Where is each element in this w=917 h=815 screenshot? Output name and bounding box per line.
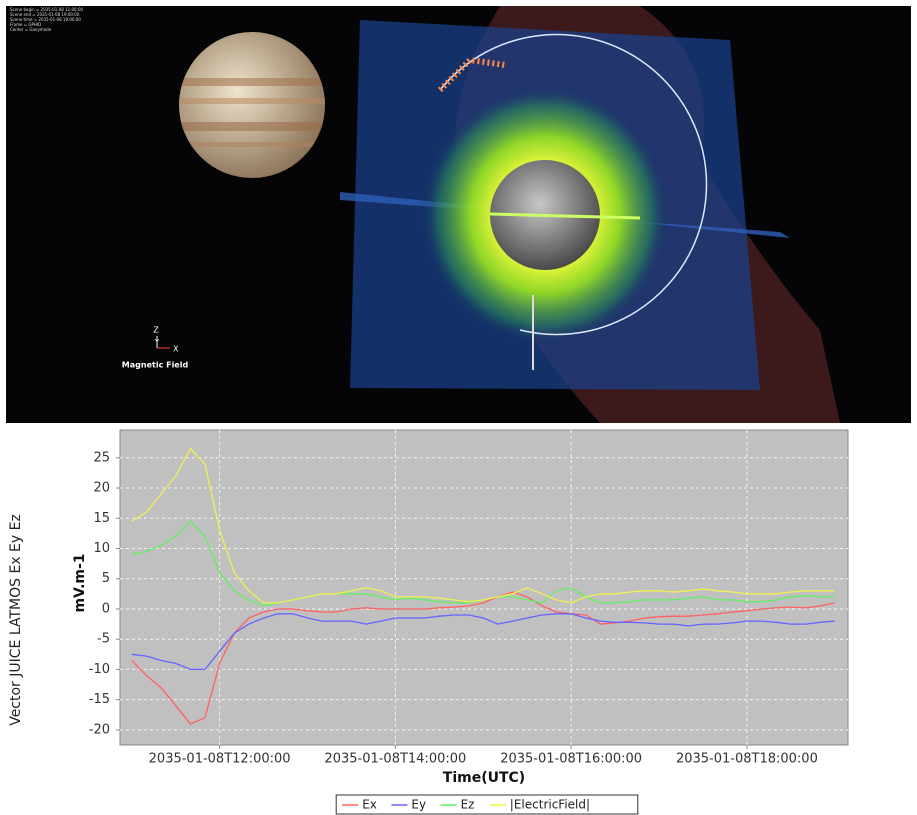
axis-x: X	[173, 345, 179, 354]
axis-z: Z	[153, 326, 159, 335]
y-tick-label: 15	[93, 511, 110, 526]
y-tick-label: -15	[89, 692, 110, 707]
legend-label: Ey	[411, 798, 426, 812]
vector-ticks	[437, 56, 506, 93]
series-line	[131, 447, 835, 604]
y-tick-label: 5	[102, 571, 110, 586]
series-line	[131, 613, 835, 671]
y-tick-label: 10	[93, 541, 110, 556]
side-label: Vector JUICE LATMOS Ex Ey Ez	[8, 514, 24, 726]
y-tick-label: 20	[93, 481, 110, 496]
jupiter	[179, 32, 325, 178]
y-tick-label: 25	[93, 450, 110, 465]
scene-info-line: Frame = GPHIO	[10, 22, 41, 27]
scene-info-line: Center = Ganymede	[10, 27, 52, 32]
series-line	[131, 591, 835, 725]
x-tick-label: 2035-01-08T14:00:00	[324, 752, 466, 767]
x-tick-label: 2035-01-08T18:00:00	[676, 752, 818, 767]
scene-info-line: Scene time = 2035-01-08 19:00:00	[10, 17, 81, 22]
scene-info-line: Scene end = 2035-01-08 19:00:00	[10, 12, 80, 17]
legend-label: Ez	[461, 798, 475, 812]
y-tick-label: -20	[89, 722, 110, 737]
axis-y: Y	[154, 338, 160, 346]
plot-area	[119, 429, 849, 746]
legend-label: Ex	[362, 798, 377, 812]
chart: -20 -15 -10 -5 0 5 10 15 20 25 2035-01-08T12:00:00…	[8, 429, 849, 815]
y-tick-label: -5	[97, 632, 110, 647]
x-tick-label: 2035-01-08T16:00:00	[500, 752, 642, 767]
scene-info-line: Scene begin = 2035-01-08 11:00:00	[10, 7, 83, 12]
field-label: Magnetic Field	[122, 361, 189, 370]
y-tick-label: 0	[102, 601, 110, 616]
y-tick-label: -10	[89, 662, 110, 677]
x-axis-label: Time(UTC)	[443, 770, 525, 786]
trajectory-arc	[439, 33, 708, 336]
orbit-track	[489, 212, 641, 220]
legend-label: |ElectricField|	[510, 798, 590, 812]
legend: Ex Ey Ez |ElectricField|	[335, 794, 639, 815]
y-axis-label: mV.m-1	[72, 553, 88, 612]
legend-box	[335, 794, 639, 815]
x-tick-label: 2035-01-08T12:00:00	[149, 752, 291, 767]
